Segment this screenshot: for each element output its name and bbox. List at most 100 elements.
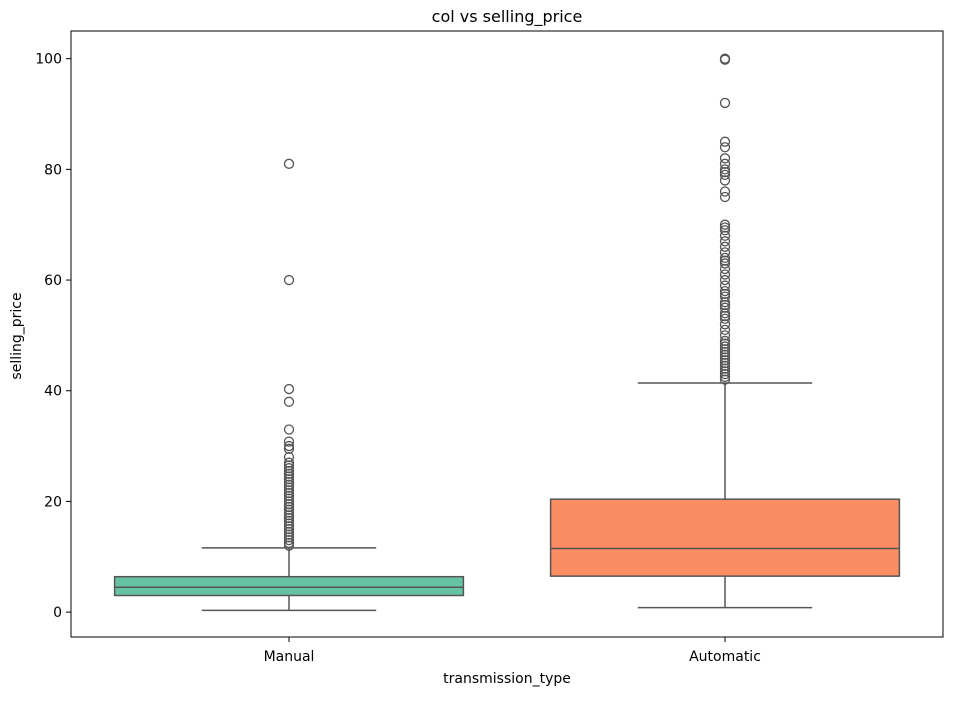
outlier-point-automatic — [719, 225, 731, 236]
outlier-point-automatic — [719, 236, 731, 247]
outlier-point-automatic — [719, 153, 731, 164]
outlier-point-automatic — [719, 291, 731, 302]
x-tick-label: Automatic — [689, 649, 761, 665]
outlier-point-manual — [283, 507, 295, 518]
plot-area: 0 20 40 60 80 100 Manual Automatic — [35, 30, 944, 665]
outlier-point-automatic — [719, 308, 731, 319]
outlier-point-automatic — [719, 341, 731, 352]
outlier-point-manual — [283, 440, 295, 452]
outlier-point-automatic — [719, 355, 731, 366]
outlier-point-automatic — [719, 186, 731, 197]
outlier-point-automatic — [719, 158, 731, 169]
outlier-point-automatic — [719, 97, 731, 109]
outlier-point-automatic — [719, 335, 731, 347]
chart-title: col vs selling_price — [432, 7, 583, 27]
outlier-point-automatic — [719, 344, 731, 355]
outlier-point-manual — [283, 474, 295, 485]
outlier-point-manual — [283, 443, 295, 454]
plot-frame — [70, 30, 944, 638]
outlier-point-manual — [283, 274, 295, 286]
outlier-point-automatic — [719, 263, 731, 275]
outlier-point-automatic — [719, 374, 731, 385]
y-tick-label: 100 — [35, 52, 62, 68]
outlier-point-manual — [283, 468, 295, 479]
outlier-point-automatic — [719, 288, 731, 300]
outlier-point-manual — [283, 499, 295, 510]
outlier-point-automatic — [719, 310, 731, 322]
outlier-point-automatic — [719, 363, 731, 374]
outlier-point-manual — [283, 451, 295, 463]
outlier-point-manual — [283, 465, 295, 477]
outlier-point-manual — [283, 158, 295, 169]
outlier-point-manual — [283, 482, 295, 493]
y-tick-label: 80 — [44, 162, 62, 178]
outlier-point-manual — [283, 496, 295, 507]
outlier-point-automatic — [719, 346, 731, 358]
y-tick-label: 0 — [53, 605, 62, 621]
outlier-point-automatic — [719, 269, 731, 280]
outlier-point-automatic — [719, 360, 731, 371]
outlier-point-manual — [283, 537, 295, 549]
outlier-point-manual — [283, 518, 295, 529]
outlier-point-automatic — [719, 352, 731, 363]
outlier-point-automatic — [719, 319, 731, 330]
outlier-point-automatic — [719, 222, 731, 233]
outlier-point-manual — [283, 504, 295, 515]
y-tick-label: 20 — [44, 494, 62, 510]
outlier-point-automatic — [719, 255, 731, 266]
outlier-point-manual — [283, 540, 295, 551]
outlier-point-manual — [283, 523, 295, 535]
outlier-point-manual — [283, 501, 295, 513]
outlier-point-manual — [283, 512, 295, 524]
outlier-point-automatic — [719, 313, 731, 324]
outlier-point-manual — [283, 479, 295, 490]
outlier-point-manual — [283, 463, 295, 474]
x-axis-label: transmission_type — [443, 671, 571, 687]
outlier-point-manual — [283, 396, 295, 407]
box-automatic — [549, 498, 901, 577]
y-axis-label: selling_price — [9, 292, 25, 379]
outlier-point-automatic — [719, 230, 731, 241]
outlier-point-manual — [283, 476, 295, 488]
outlier-point-automatic — [719, 371, 731, 383]
outlier-point-automatic — [719, 54, 731, 65]
outlier-point-automatic — [719, 357, 731, 369]
outlier-point-automatic — [719, 136, 731, 147]
outlier-point-automatic — [719, 175, 731, 186]
outlier-point-manual — [283, 515, 295, 526]
outlier-point-automatic — [719, 164, 731, 175]
outlier-point-automatic — [719, 368, 731, 380]
outlier-point-manual — [283, 485, 295, 496]
outlier-point-automatic — [719, 338, 731, 349]
outlier-point-automatic — [719, 252, 731, 264]
outlier-point-manual — [283, 490, 295, 502]
outlier-point-manual — [283, 487, 295, 499]
outlier-point-automatic — [719, 166, 731, 178]
outlier-point-automatic — [719, 330, 731, 341]
outlier-point-automatic — [719, 219, 731, 230]
outlier-point-automatic — [719, 142, 731, 153]
outlier-point-automatic — [719, 191, 731, 203]
outlier-point-manual — [283, 383, 295, 395]
outlier-point-automatic — [719, 169, 731, 181]
x-tick-label: Manual — [264, 649, 315, 665]
outlier-point-manual — [283, 493, 295, 504]
outlier-point-automatic — [719, 324, 731, 335]
outlier-point-automatic — [719, 349, 731, 360]
outlier-point-automatic — [719, 366, 731, 377]
outlier-point-automatic — [719, 299, 731, 311]
outlier-point-manual — [283, 424, 295, 435]
outlier-point-manual — [283, 529, 295, 540]
outlier-point-automatic — [719, 274, 731, 286]
outlier-point-manual — [283, 471, 295, 482]
outlier-point-manual — [283, 460, 295, 471]
outlier-point-manual — [283, 521, 295, 532]
outlier-point-automatic — [719, 247, 731, 258]
outlier-point-automatic — [719, 241, 731, 252]
y-tick-label: 40 — [44, 384, 62, 400]
outlier-point-automatic — [719, 302, 731, 313]
y-tick-label: 60 — [44, 273, 62, 289]
outlier-point-automatic — [719, 280, 731, 291]
outlier-point-automatic — [719, 285, 731, 297]
